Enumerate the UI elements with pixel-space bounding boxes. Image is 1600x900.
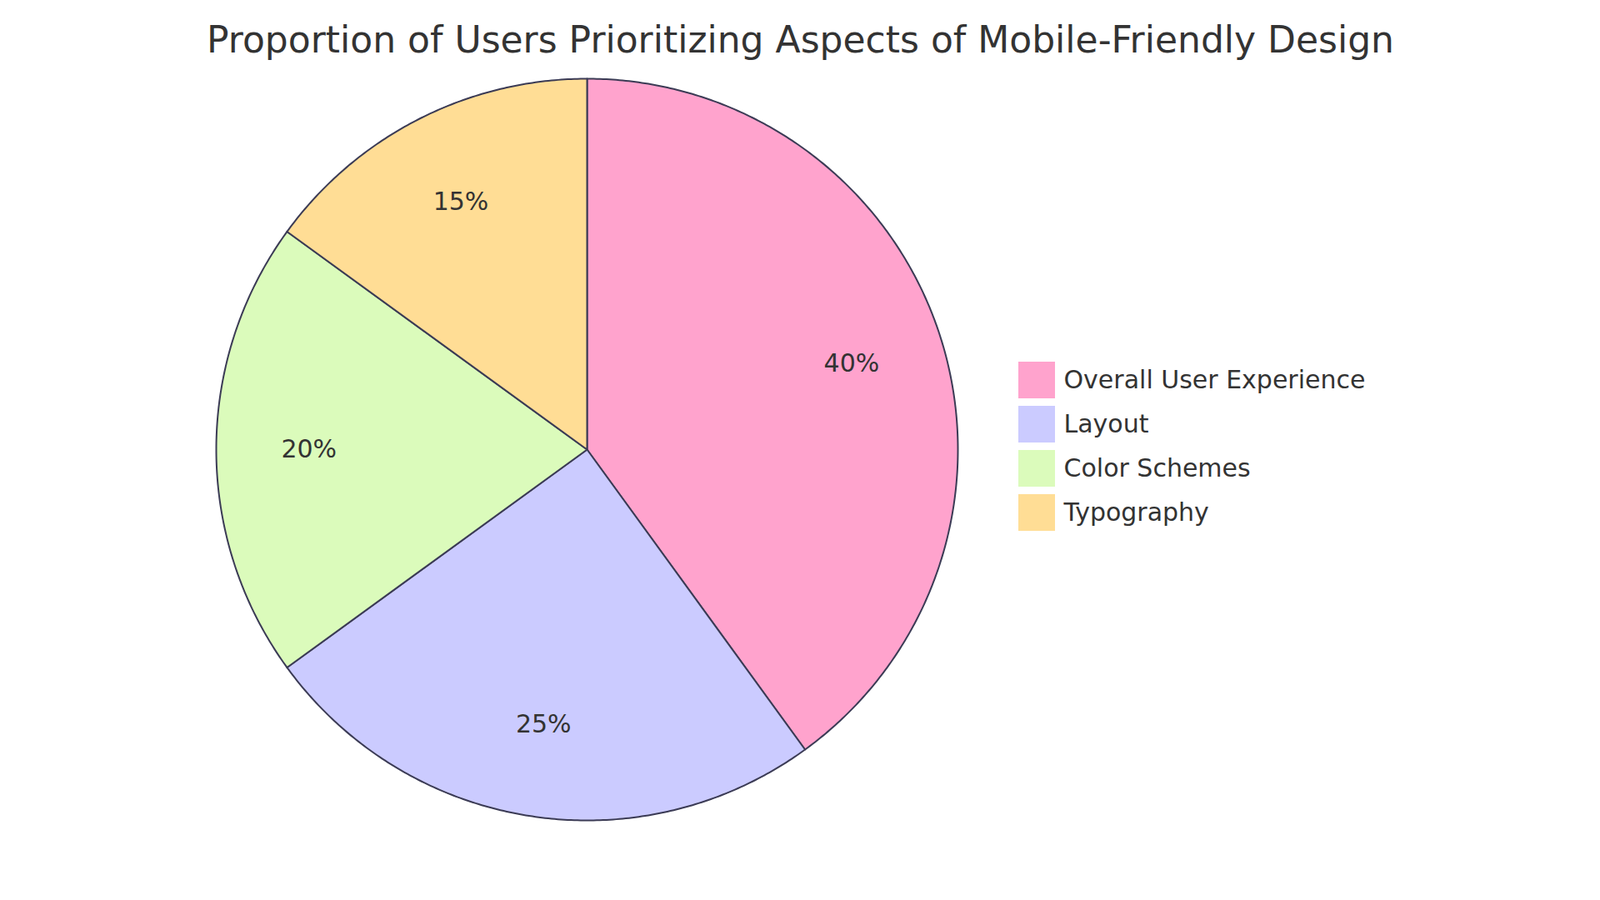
svg-text:Overall User Experience: Overall User Experience: [1064, 365, 1366, 395]
svg-text:15%: 15%: [433, 186, 490, 216]
svg-text:20%: 20%: [280, 434, 337, 464]
svg-text:Typography: Typography: [1063, 497, 1210, 527]
svg-text:Layout: Layout: [1064, 409, 1150, 439]
svg-text:Proportion of Users Prioritizi: Proportion of Users Prioritizing Aspects…: [206, 18, 1395, 61]
svg-text:40%: 40%: [824, 348, 880, 378]
svg-text:25%: 25%: [515, 709, 572, 739]
svg-text:Color Schemes: Color Schemes: [1064, 453, 1251, 483]
